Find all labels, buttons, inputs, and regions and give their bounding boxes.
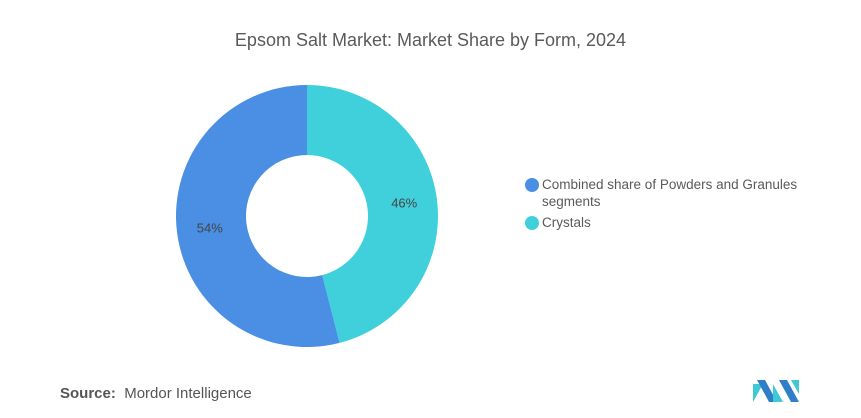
legend-item-crystals: Crystals — [525, 214, 825, 231]
slice-combined-share-of-powders-and-granules-segments — [175, 85, 340, 347]
mordor-intelligence-logo — [753, 380, 799, 402]
source-note: Source: Mordor Intelligence — [60, 385, 252, 402]
data-label: 54% — [197, 220, 223, 235]
slice-crystals — [307, 85, 438, 343]
legend-swatch — [525, 178, 539, 192]
legend-swatch — [525, 216, 539, 230]
source-value: Mordor Intelligence — [124, 385, 252, 402]
legend-label: Crystals — [542, 215, 591, 230]
source-label: Source: — [60, 385, 116, 402]
legend: Combined share of Powders and Granules s… — [525, 176, 825, 235]
data-label: 46% — [391, 196, 417, 211]
legend-item-powders-granules: Combined share of Powders and Granules s… — [525, 176, 825, 210]
chart-title: Epsom Salt Market: Market Share by Form,… — [234, 30, 627, 50]
legend-label: Combined share of Powders and Granules s… — [542, 177, 798, 209]
